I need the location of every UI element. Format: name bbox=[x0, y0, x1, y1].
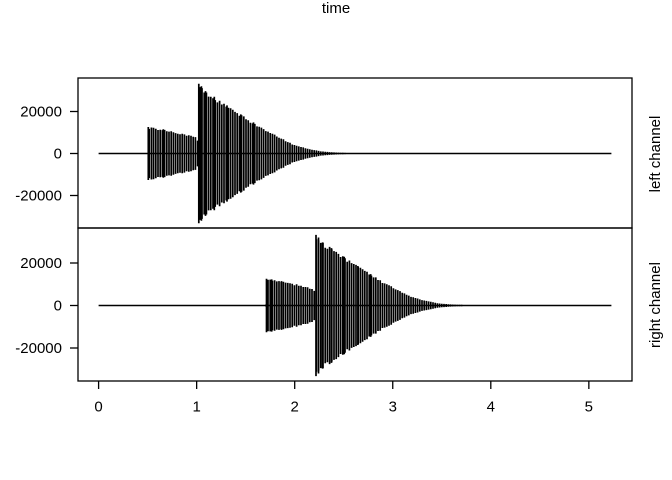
x-axis-title: time bbox=[321, 0, 351, 17]
y-tick-label: 20000 bbox=[20, 255, 62, 272]
x-tick-label: 3 bbox=[389, 399, 397, 416]
x-tick-label: 2 bbox=[291, 399, 299, 416]
y-tick-label: 20000 bbox=[20, 104, 62, 121]
y-axis-left-channel bbox=[70, 110, 78, 197]
y-axis-right-channel bbox=[70, 262, 78, 349]
x-tick-label: 0 bbox=[94, 399, 102, 416]
y-tick-label: -20000 bbox=[15, 340, 62, 357]
right-channel-axis-title: right channel bbox=[647, 262, 664, 348]
x-tick-label: 1 bbox=[192, 399, 200, 416]
x-tick-label: 5 bbox=[585, 399, 593, 416]
panel-box bbox=[77, 227, 633, 382]
panel-right-channel bbox=[70, 227, 633, 382]
y-tick-label: -20000 bbox=[15, 188, 62, 205]
y-tick-label: 0 bbox=[54, 298, 62, 315]
x-axis bbox=[97, 381, 590, 389]
x-tick-label: 4 bbox=[487, 399, 495, 416]
left-channel-axis-title: left channel bbox=[647, 115, 664, 193]
y-tick-label: 0 bbox=[54, 146, 62, 163]
panel-left-channel bbox=[70, 77, 633, 229]
